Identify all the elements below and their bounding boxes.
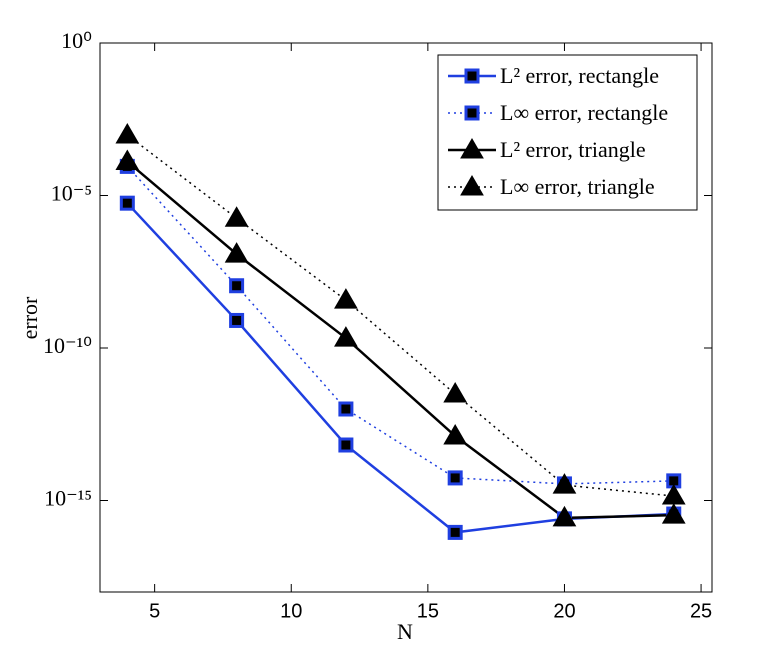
legend-label: L² error, rectangle bbox=[500, 63, 659, 88]
legend-label: L² error, triangle bbox=[500, 137, 646, 162]
x-tick-label: 5 bbox=[149, 600, 160, 622]
marker bbox=[229, 312, 245, 328]
marker bbox=[661, 484, 686, 505]
marker bbox=[334, 288, 358, 309]
series-line bbox=[126, 165, 674, 485]
y-axis-label: error bbox=[17, 296, 42, 339]
marker bbox=[447, 470, 463, 486]
x-axis-label: N bbox=[397, 619, 413, 644]
marker bbox=[338, 437, 354, 453]
marker bbox=[443, 382, 468, 403]
y-tick-label: 10⁻¹⁵ bbox=[44, 486, 92, 511]
marker bbox=[229, 278, 245, 294]
marker bbox=[447, 524, 463, 540]
legend-marker bbox=[460, 138, 484, 159]
legend-marker bbox=[464, 105, 480, 121]
legend-label: L∞ error, triangle bbox=[500, 174, 655, 199]
legend-marker bbox=[464, 68, 480, 84]
series-line bbox=[126, 160, 674, 520]
y-tick-label: 10⁰ bbox=[61, 28, 92, 53]
x-tick-label: 20 bbox=[553, 600, 575, 622]
x-tick-label: 10 bbox=[280, 600, 302, 622]
marker bbox=[119, 195, 135, 211]
marker bbox=[443, 424, 468, 445]
series-line bbox=[126, 134, 674, 497]
marker bbox=[115, 149, 140, 171]
x-tick-label: 25 bbox=[690, 600, 712, 622]
marker bbox=[224, 206, 249, 227]
legend-label: L∞ error, rectangle bbox=[500, 100, 668, 125]
marker bbox=[552, 505, 577, 527]
marker bbox=[224, 242, 249, 263]
marker bbox=[334, 326, 358, 347]
y-tick-label: 10⁻¹⁰ bbox=[43, 333, 92, 358]
marker bbox=[552, 473, 577, 494]
marker bbox=[115, 123, 140, 144]
marker bbox=[338, 401, 354, 417]
y-tick-label: 10⁻⁵ bbox=[51, 181, 92, 206]
legend-box bbox=[437, 54, 698, 211]
marker bbox=[661, 503, 686, 524]
x-tick-label: 15 bbox=[417, 600, 439, 622]
legend-marker bbox=[460, 175, 484, 196]
